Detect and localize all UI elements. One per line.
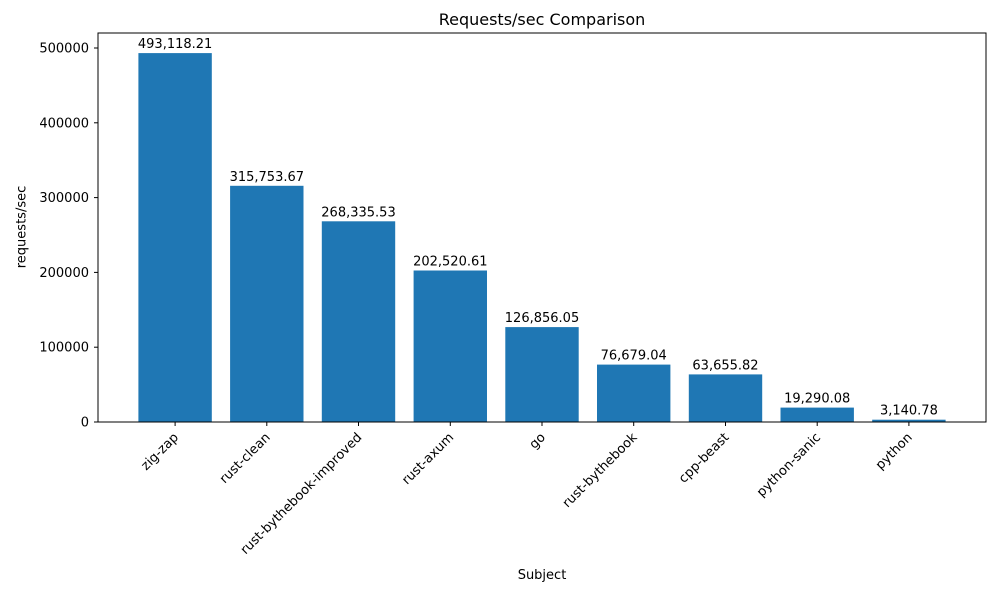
chart-title: Requests/sec Comparison <box>438 10 646 29</box>
bar-python-sanic <box>780 407 854 422</box>
x-tick-label-rust-bythebook: rust-bythebook <box>560 430 641 511</box>
bar-value-label: 126,856.05 <box>505 311 579 326</box>
x-tick-label-rust-clean: rust-clean <box>217 430 274 487</box>
y-tick-label: 500000 <box>39 42 89 57</box>
y-tick-label: 100000 <box>39 341 89 356</box>
bar-rust-bythebook <box>597 364 671 422</box>
x-tick-label-cpp-beast: cpp-beast <box>676 430 732 486</box>
x-tick-label-python: python <box>873 430 916 473</box>
bar-value-label: 493,118.21 <box>138 37 212 52</box>
bar-value-label: 76,679.04 <box>601 349 667 364</box>
bar-value-label: 315,753.67 <box>230 170 304 185</box>
x-axis-label: Subject <box>517 568 567 583</box>
bar-rust-clean <box>230 185 304 422</box>
x-tick-label-rust-axum: rust-axum <box>399 430 457 488</box>
y-tick-label: 400000 <box>39 116 89 131</box>
bar-python <box>872 419 946 422</box>
bar-value-label: 3,140.78 <box>880 404 938 419</box>
y-tick-label: 200000 <box>39 266 89 281</box>
bar-rust-bythebook-improved <box>321 221 396 422</box>
y-tick-label: 300000 <box>39 191 89 206</box>
bar-value-label: 63,655.82 <box>692 358 758 373</box>
y-tick-label: 0 <box>81 416 89 431</box>
x-tick-label-python-sanic: python-sanic <box>754 430 824 500</box>
bar-go <box>505 327 579 422</box>
x-tick-label-zig-zap: zig-zap <box>138 430 181 473</box>
bar-value-label: 202,520.61 <box>413 255 487 270</box>
plot-border <box>97 32 987 423</box>
bar-cpp-beast <box>688 374 763 422</box>
bar-zig-zap <box>138 53 212 422</box>
bar-rust-axum <box>413 270 487 422</box>
bar-value-label: 19,290.08 <box>784 392 850 407</box>
bar-value-label: 268,335.53 <box>321 205 395 220</box>
x-tick-label-go: go <box>527 430 549 452</box>
